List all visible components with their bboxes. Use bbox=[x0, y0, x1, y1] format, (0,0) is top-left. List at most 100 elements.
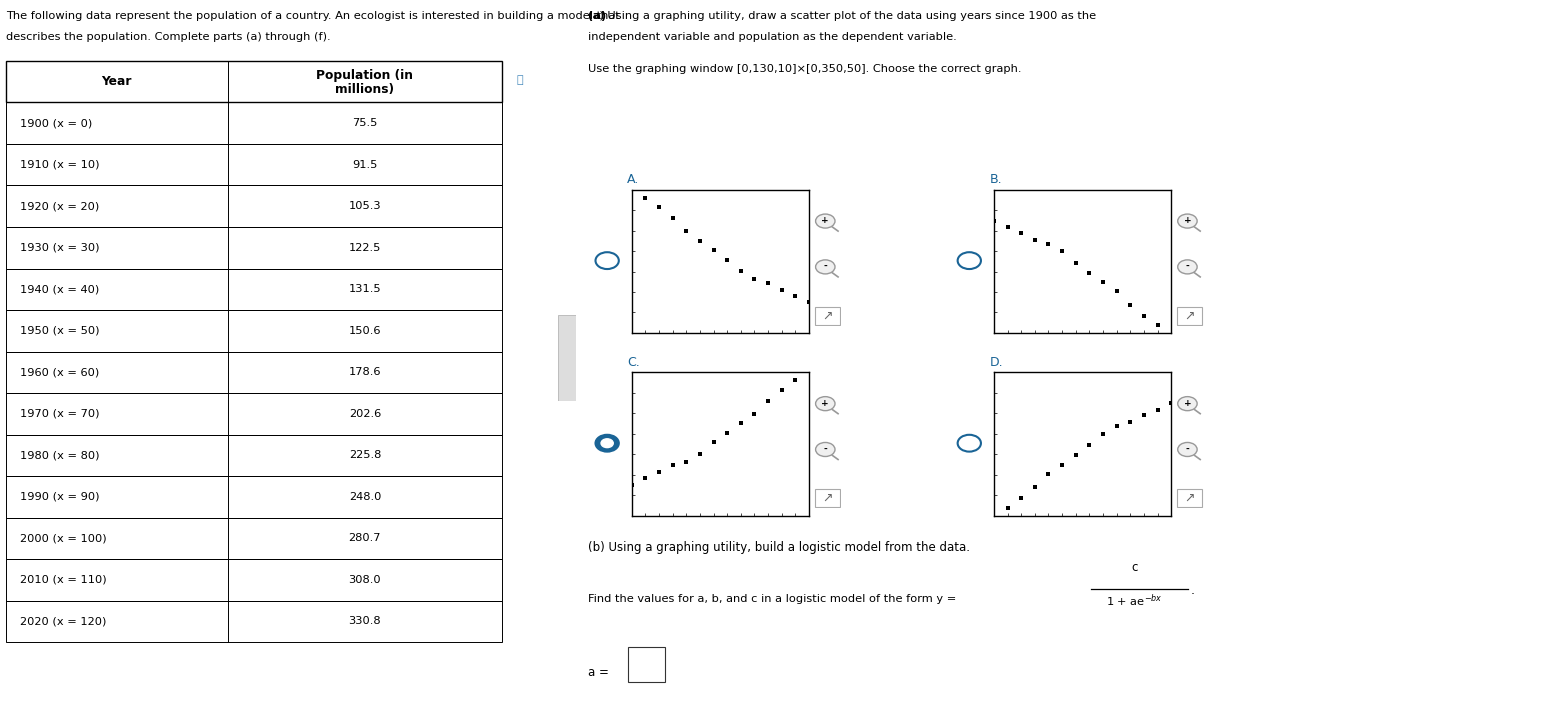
Point bbox=[1117, 299, 1142, 310]
Point bbox=[1049, 246, 1074, 257]
Point bbox=[687, 235, 712, 246]
Text: 122.5: 122.5 bbox=[348, 243, 381, 253]
Bar bbox=[6, 61, 502, 102]
Point bbox=[743, 274, 767, 285]
Text: describes the population. Complete parts (a) through (f).: describes the population. Complete parts… bbox=[6, 32, 330, 42]
Text: 1910 (x = 10): 1910 (x = 10) bbox=[20, 160, 100, 170]
Text: 1900 (x = 0): 1900 (x = 0) bbox=[20, 118, 92, 128]
Bar bbox=[6, 352, 502, 393]
Point bbox=[647, 201, 672, 213]
Point bbox=[1105, 420, 1130, 432]
Circle shape bbox=[1177, 214, 1197, 228]
Text: independent variable and population as the dependent variable.: independent variable and population as t… bbox=[587, 32, 957, 42]
Point bbox=[1009, 227, 1034, 238]
Point bbox=[982, 215, 1006, 226]
Circle shape bbox=[564, 364, 570, 395]
Bar bbox=[6, 476, 502, 518]
Text: -: - bbox=[823, 445, 828, 453]
Point bbox=[1063, 257, 1088, 268]
Point bbox=[1049, 459, 1074, 470]
Text: +: + bbox=[821, 216, 829, 225]
Point bbox=[995, 502, 1020, 513]
Text: a =: a = bbox=[587, 666, 609, 679]
Text: Use the graphing window [0,130,10]×[0,350,50]. Choose the correct graph.: Use the graphing window [0,130,10]×[0,35… bbox=[587, 64, 1022, 74]
Point bbox=[1117, 417, 1142, 428]
Bar bbox=[6, 518, 502, 559]
Text: 91.5: 91.5 bbox=[353, 160, 378, 170]
Circle shape bbox=[601, 439, 613, 448]
Bar bbox=[6, 227, 502, 268]
Point bbox=[619, 479, 644, 490]
Point bbox=[1023, 481, 1048, 493]
Point bbox=[729, 266, 754, 277]
Text: ↗: ↗ bbox=[1185, 309, 1194, 322]
Text: ↗: ↗ bbox=[1185, 492, 1194, 505]
Text: 1940 (x = 40): 1940 (x = 40) bbox=[20, 284, 99, 294]
Point bbox=[995, 221, 1020, 233]
Point bbox=[1145, 404, 1170, 415]
Text: (b) Using a graphing utility, build a logistic model from the data.: (b) Using a graphing utility, build a lo… bbox=[587, 541, 969, 553]
Text: 75.5: 75.5 bbox=[353, 118, 378, 128]
Text: -: - bbox=[823, 262, 828, 271]
Text: ⎙: ⎙ bbox=[516, 74, 522, 84]
Point bbox=[1063, 450, 1088, 461]
Text: 202.6: 202.6 bbox=[348, 409, 381, 419]
Circle shape bbox=[1177, 260, 1197, 274]
Text: (a): (a) bbox=[587, 11, 606, 21]
Text: D.: D. bbox=[989, 356, 1003, 369]
Point bbox=[1036, 238, 1060, 249]
Text: 2000 (x = 100): 2000 (x = 100) bbox=[20, 533, 106, 543]
Point bbox=[1082, 585, 1100, 594]
Text: 1950 (x = 50): 1950 (x = 50) bbox=[20, 326, 100, 336]
Point bbox=[715, 427, 740, 438]
Text: 1960 (x = 60): 1960 (x = 60) bbox=[20, 367, 99, 377]
Circle shape bbox=[815, 397, 835, 411]
Text: 150.6: 150.6 bbox=[348, 326, 381, 336]
Text: -: - bbox=[1185, 445, 1190, 453]
Bar bbox=[6, 435, 502, 476]
Point bbox=[673, 226, 698, 237]
Point bbox=[1091, 276, 1116, 288]
Point bbox=[769, 284, 794, 296]
Point bbox=[701, 244, 726, 256]
Point bbox=[1131, 410, 1156, 421]
Point bbox=[1091, 428, 1116, 440]
Text: +: + bbox=[1183, 216, 1191, 225]
Text: ↗: ↗ bbox=[823, 492, 832, 505]
Text: (a) Using a graphing utility, draw a scatter plot of the data using years since : (a) Using a graphing utility, draw a sca… bbox=[587, 11, 1096, 21]
Text: +: + bbox=[821, 399, 829, 407]
Point bbox=[783, 290, 807, 301]
Point bbox=[755, 277, 780, 289]
Bar bbox=[6, 185, 502, 227]
Point bbox=[1009, 493, 1034, 504]
Point bbox=[715, 254, 740, 266]
Text: B.: B. bbox=[989, 173, 1002, 186]
Text: 1920 (x = 20): 1920 (x = 20) bbox=[20, 201, 99, 211]
Point bbox=[1159, 397, 1183, 409]
Bar bbox=[6, 601, 502, 642]
Circle shape bbox=[957, 252, 982, 269]
Point bbox=[1077, 440, 1102, 451]
Text: 105.3: 105.3 bbox=[348, 201, 381, 211]
Text: The following data represent the population of a country. An ecologist is intere: The following data represent the populat… bbox=[6, 11, 619, 21]
Point bbox=[687, 448, 712, 460]
Text: 2010 (x = 110): 2010 (x = 110) bbox=[20, 575, 106, 585]
Point bbox=[661, 460, 686, 471]
Bar bbox=[6, 559, 502, 601]
Text: 131.5: 131.5 bbox=[348, 284, 381, 294]
Text: 1930 (x = 30): 1930 (x = 30) bbox=[20, 243, 100, 253]
Circle shape bbox=[1177, 442, 1197, 457]
Circle shape bbox=[564, 342, 570, 374]
Point bbox=[661, 213, 686, 224]
Bar bbox=[6, 393, 502, 435]
Point bbox=[1131, 310, 1156, 321]
Text: 308.0: 308.0 bbox=[348, 575, 381, 585]
Point bbox=[647, 467, 672, 478]
FancyBboxPatch shape bbox=[629, 647, 664, 682]
Text: -: - bbox=[1185, 262, 1190, 271]
Text: ↗: ↗ bbox=[823, 309, 832, 322]
Circle shape bbox=[1177, 397, 1197, 411]
Text: 1980 (x = 80): 1980 (x = 80) bbox=[20, 450, 100, 460]
Point bbox=[701, 437, 726, 448]
Point bbox=[1077, 267, 1102, 279]
